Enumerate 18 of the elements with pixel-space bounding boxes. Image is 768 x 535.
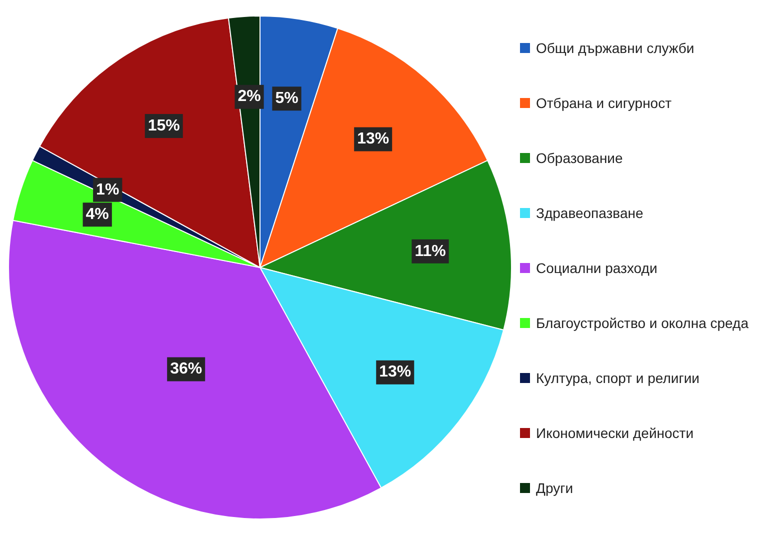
legend-label: Здравеопазване [536, 204, 644, 220]
legend-label: Общи държавни служби [536, 40, 694, 56]
data-label: 1% [96, 181, 120, 198]
data-label: 15% [148, 117, 180, 134]
legend-label: Култура, спорт и религии [536, 370, 700, 386]
data-label: 5% [275, 90, 298, 107]
data-label: 11% [414, 242, 446, 260]
data-label: 4% [86, 206, 109, 224]
data-label: 13% [357, 130, 390, 148]
data-label: 2% [238, 88, 261, 106]
legend-label: Образование [536, 150, 623, 166]
legend-label: Други [536, 480, 574, 496]
legend-label: Икономически дейности [536, 424, 694, 440]
legend-label: Отбрана и сигурност [536, 94, 672, 110]
legend-label: Благоустройство и околна среда [536, 314, 748, 330]
legend-label: Социални разходи [536, 260, 658, 276]
data-label: 36% [170, 360, 202, 378]
data-label: 13% [379, 364, 412, 381]
